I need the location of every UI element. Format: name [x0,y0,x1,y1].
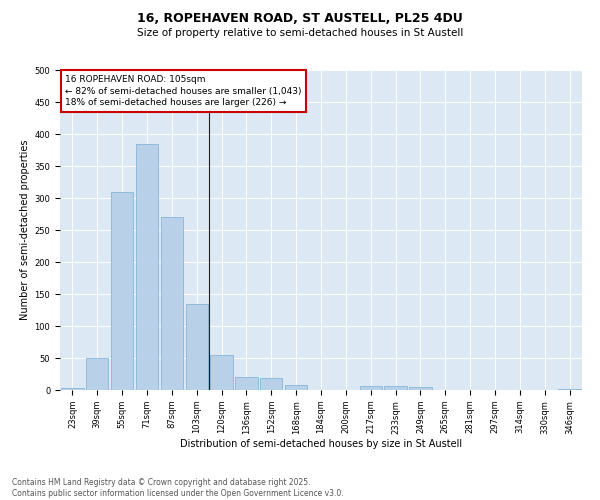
Bar [559,388,581,390]
Bar [235,377,257,390]
Bar [385,386,407,390]
Text: 16 ROPEHAVEN ROAD: 105sqm
← 82% of semi-detached houses are smaller (1,043)
18% : 16 ROPEHAVEN ROAD: 105sqm ← 82% of semi-… [65,75,302,108]
X-axis label: Distribution of semi-detached houses by size in St Austell: Distribution of semi-detached houses by … [180,439,462,449]
Bar [111,192,133,390]
Bar [136,144,158,390]
Bar [285,385,307,390]
Bar [86,358,109,390]
Bar [161,217,183,390]
Bar [409,387,431,390]
Text: Contains HM Land Registry data © Crown copyright and database right 2025.
Contai: Contains HM Land Registry data © Crown c… [12,478,344,498]
Bar [260,378,283,390]
Bar [61,388,83,390]
Bar [359,386,382,390]
Text: Size of property relative to semi-detached houses in St Austell: Size of property relative to semi-detach… [137,28,463,38]
Bar [185,304,208,390]
Y-axis label: Number of semi-detached properties: Number of semi-detached properties [20,140,30,320]
Text: 16, ROPEHAVEN ROAD, ST AUSTELL, PL25 4DU: 16, ROPEHAVEN ROAD, ST AUSTELL, PL25 4DU [137,12,463,26]
Bar [211,355,233,390]
